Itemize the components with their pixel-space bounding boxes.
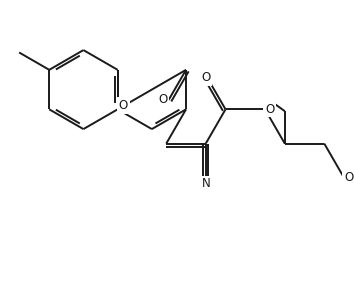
Text: O: O	[344, 171, 353, 184]
Text: N: N	[201, 177, 210, 190]
Text: O: O	[158, 93, 168, 107]
Text: O: O	[119, 99, 128, 112]
Text: O: O	[265, 103, 274, 116]
Text: O: O	[201, 71, 210, 84]
